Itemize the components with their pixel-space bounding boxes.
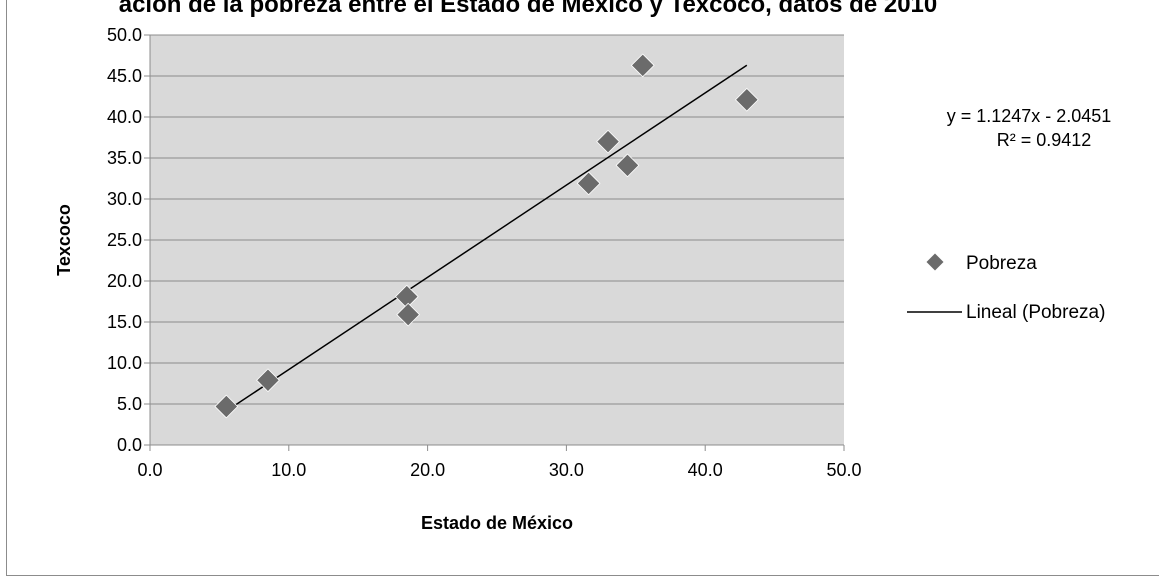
y-tick-label: 40.0 (107, 107, 142, 127)
y-tick-labels: 0.0 5.0 10.0 15.0 20.0 25.0 30.0 35.0 40.0 45.0 50… (107, 25, 142, 455)
x-axis-title: Estado de México (421, 513, 573, 533)
trendline-equation: y = 1.1247x - 2.0451 (947, 106, 1112, 126)
x-tick-label: 30.0 (549, 460, 584, 480)
trendline-r-squared: R² = 0.9412 (997, 130, 1092, 150)
data-point (615, 153, 640, 178)
data-point (630, 53, 655, 78)
legend-marker-pobreza (926, 253, 944, 271)
x-tick-label: 50.0 (826, 460, 861, 480)
y-tick-label: 20.0 (107, 271, 142, 291)
gridlines (150, 34, 844, 405)
x-tick-label: 20.0 (410, 460, 445, 480)
data-point (256, 368, 280, 393)
y-tick-label: 25.0 (107, 230, 142, 250)
y-tick-label: 5.0 (117, 394, 142, 414)
data-point (394, 284, 419, 309)
y-tick-label: 30.0 (107, 189, 142, 209)
x-tick-label: 10.0 (271, 460, 306, 480)
x-tick-labels: 0.0 10.0 20.0 30.0 40.0 50.0 (137, 460, 861, 480)
trendline-group (225, 64, 748, 412)
y-tick-label: 35.0 (107, 148, 142, 168)
x-tick-label: 0.0 (137, 460, 162, 480)
x-tick-label: 40.0 (688, 460, 723, 480)
legend-label-pobreza: Pobreza (966, 253, 1037, 274)
y-tick-label: 50.0 (107, 25, 142, 45)
data-points (214, 53, 759, 419)
legend-label-trendline: Lineal (Pobreza) (966, 302, 1105, 323)
data-point (734, 87, 759, 112)
y-tick-label: 45.0 (107, 66, 142, 86)
chart-title: ación de la pobreza entre el Estado de M… (119, 0, 938, 18)
trendline (225, 64, 748, 412)
data-point (396, 302, 421, 327)
y-tick-label: 10.0 (107, 353, 142, 373)
legend: Pobreza Lineal (Pobreza) (907, 253, 1105, 323)
data-point (214, 394, 239, 419)
data-point (596, 129, 620, 154)
y-axis-title: Texcoco (54, 204, 74, 276)
y-tick-label: 15.0 (107, 312, 142, 332)
data-point (576, 171, 601, 196)
axes (144, 34, 845, 451)
y-tick-label: 0.0 (117, 435, 142, 455)
